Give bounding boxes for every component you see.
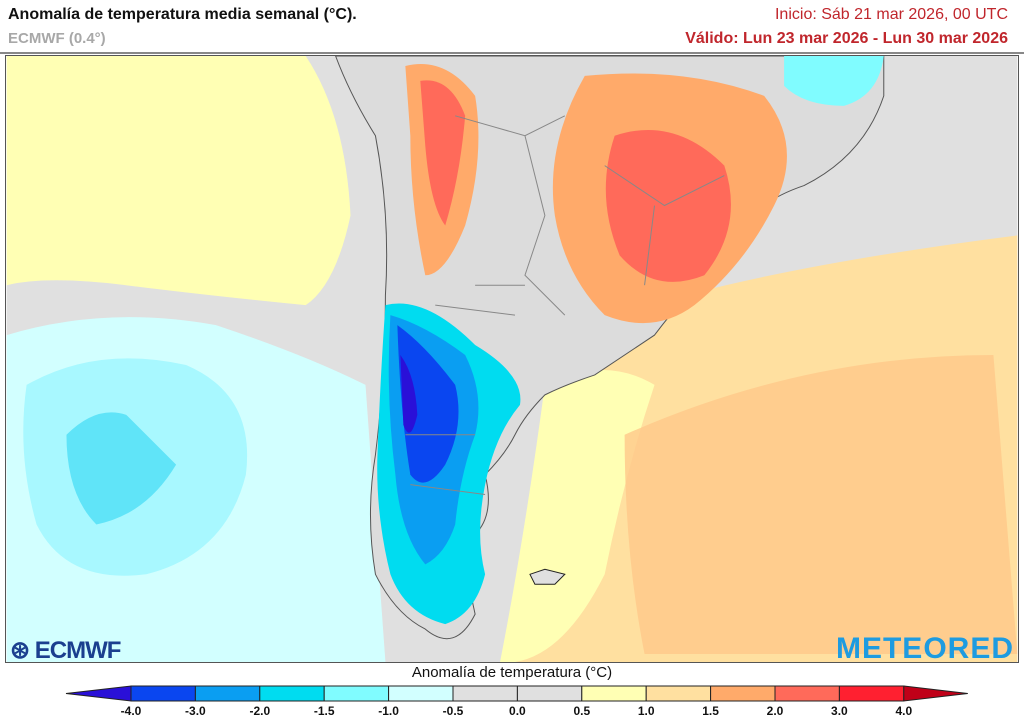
colorbar-tick-label: 1.5 [702, 704, 719, 718]
model-label: ECMWF (0.4°) [8, 30, 106, 47]
colorbar-box [259, 685, 325, 702]
andes-hot-core [420, 80, 466, 226]
colorbar-box [581, 685, 647, 702]
amazon-cold-spot [784, 56, 884, 106]
init-time: Inicio: Sáb 21 mar 2026, 00 UTC [774, 6, 1008, 23]
header-divider [0, 52, 1024, 54]
anomaly-map [5, 55, 1019, 663]
patagonia-extreme-core [400, 355, 418, 433]
colorbar-box [194, 685, 261, 702]
colorbar-under-triangle [65, 685, 132, 702]
colorbar-box [388, 685, 454, 702]
country-borders [405, 115, 725, 496]
colorbar-box [645, 685, 712, 702]
pacific-warm-region [6, 56, 351, 306]
falkland-islands [529, 568, 566, 585]
pacific-cold-core-inner [66, 412, 177, 525]
colorbar-tick-label: 0.5 [573, 704, 591, 718]
colorbar-tick-label: 4.0 [895, 704, 913, 718]
colorbar-tick-label: 1.0 [637, 704, 655, 718]
colorbar-title: Anomalía de temperatura (°C) [411, 664, 613, 681]
colorbar-box [710, 685, 776, 702]
colorbar-tick-label: -1.0 [378, 704, 399, 718]
atlantic-yellow-coast [500, 369, 655, 662]
ecmwf-logo: ⊛ ECMWF [10, 637, 121, 664]
colorbar-over-triangle [903, 685, 968, 702]
valid-period: Válido: Lun 23 mar 2026 - Lun 30 mar 202… [685, 30, 1008, 47]
colorbar-tick-label: -1.5 [313, 704, 335, 718]
colorbar-box [323, 685, 390, 702]
colorbar-tick-label: 3.0 [831, 704, 848, 718]
colorbar-tick-label: -3.0 [185, 704, 206, 718]
patagonia-coldest-core [397, 325, 459, 483]
colorbar-tick-label: 0.0 [509, 704, 526, 718]
map-title: Anomalía de temperatura media semanal (°… [8, 6, 357, 23]
meteored-logo: METEORED [835, 632, 1014, 665]
colorbar [65, 685, 968, 702]
colorbar-box [838, 685, 905, 702]
colorbar-box [774, 685, 840, 702]
colorbar-box [452, 685, 518, 702]
colorbar-box [516, 685, 583, 702]
colorbar-tick-label: 2.0 [766, 704, 784, 718]
atlantic-orange-region [624, 355, 1018, 655]
colorbar-box [130, 685, 196, 702]
colorbar-tick-label: -2.0 [249, 704, 271, 718]
brazil-hot-core [605, 130, 731, 282]
colorbar-tick-label: -4.0 [120, 704, 142, 718]
colorbar-tick-label: -0.5 [442, 704, 464, 718]
